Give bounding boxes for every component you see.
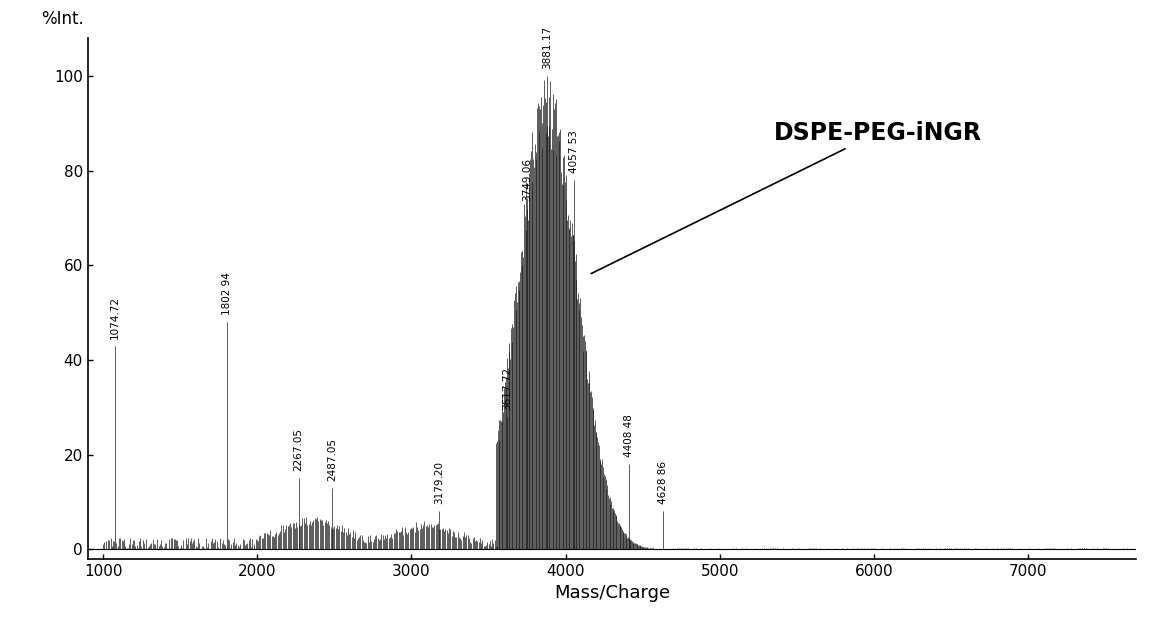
Text: 4057 53: 4057 53 — [569, 130, 580, 173]
Text: 3617.72: 3617.72 — [501, 366, 512, 410]
Text: 1802 94: 1802 94 — [222, 272, 232, 315]
X-axis label: Mass/Charge: Mass/Charge — [554, 584, 670, 602]
Text: %Int.: %Int. — [41, 10, 83, 28]
Text: DSPE-PEG-iNGR: DSPE-PEG-iNGR — [591, 121, 981, 274]
Text: 2267.05: 2267.05 — [294, 428, 303, 471]
Text: 3881.17: 3881.17 — [542, 26, 553, 69]
Text: 3749.06: 3749.06 — [522, 158, 532, 201]
Text: 3179.20: 3179.20 — [434, 462, 444, 504]
Text: 2487.05: 2487.05 — [328, 438, 337, 481]
Text: 4408 48: 4408 48 — [624, 414, 634, 457]
Text: 4628 86: 4628 86 — [658, 462, 667, 504]
Text: 1074.72: 1074.72 — [110, 296, 119, 338]
